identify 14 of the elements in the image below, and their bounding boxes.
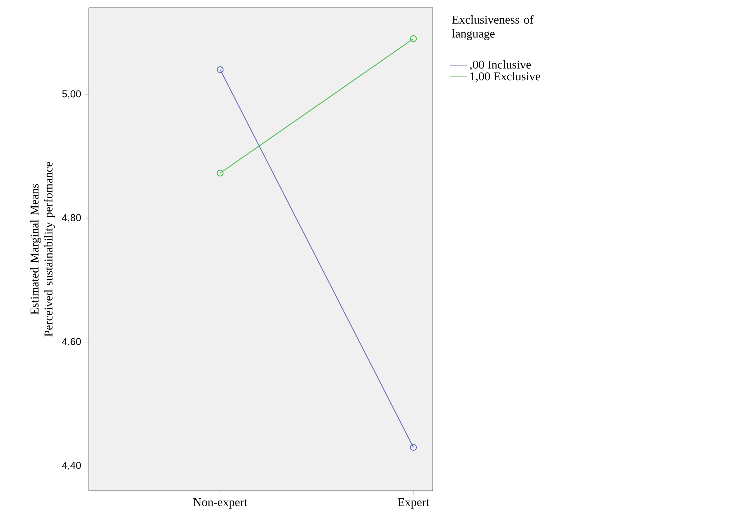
point — [410, 36, 418, 42]
y-tick-label: 4,80 — [62, 214, 82, 223]
legend-label: 1,00 Exclusive — [470, 72, 540, 82]
y-axis-title: Estimated Marginal Means Perceived sustainability perfomance — [30, 162, 56, 337]
y-tick-label: 4,40 — [62, 462, 82, 470]
y-tick-label: 4,60 — [62, 338, 82, 346]
legend-label: ,00 Inclusive — [470, 60, 532, 71]
x-tick-label: Expert — [398, 498, 430, 509]
x-tick-label: Non-expert — [194, 498, 248, 509]
point — [217, 170, 224, 177]
legend-title: Exclusiveness of language — [452, 15, 534, 40]
point — [217, 66, 224, 74]
y-tick-label: 5,00 — [62, 90, 82, 99]
point — [410, 444, 418, 452]
